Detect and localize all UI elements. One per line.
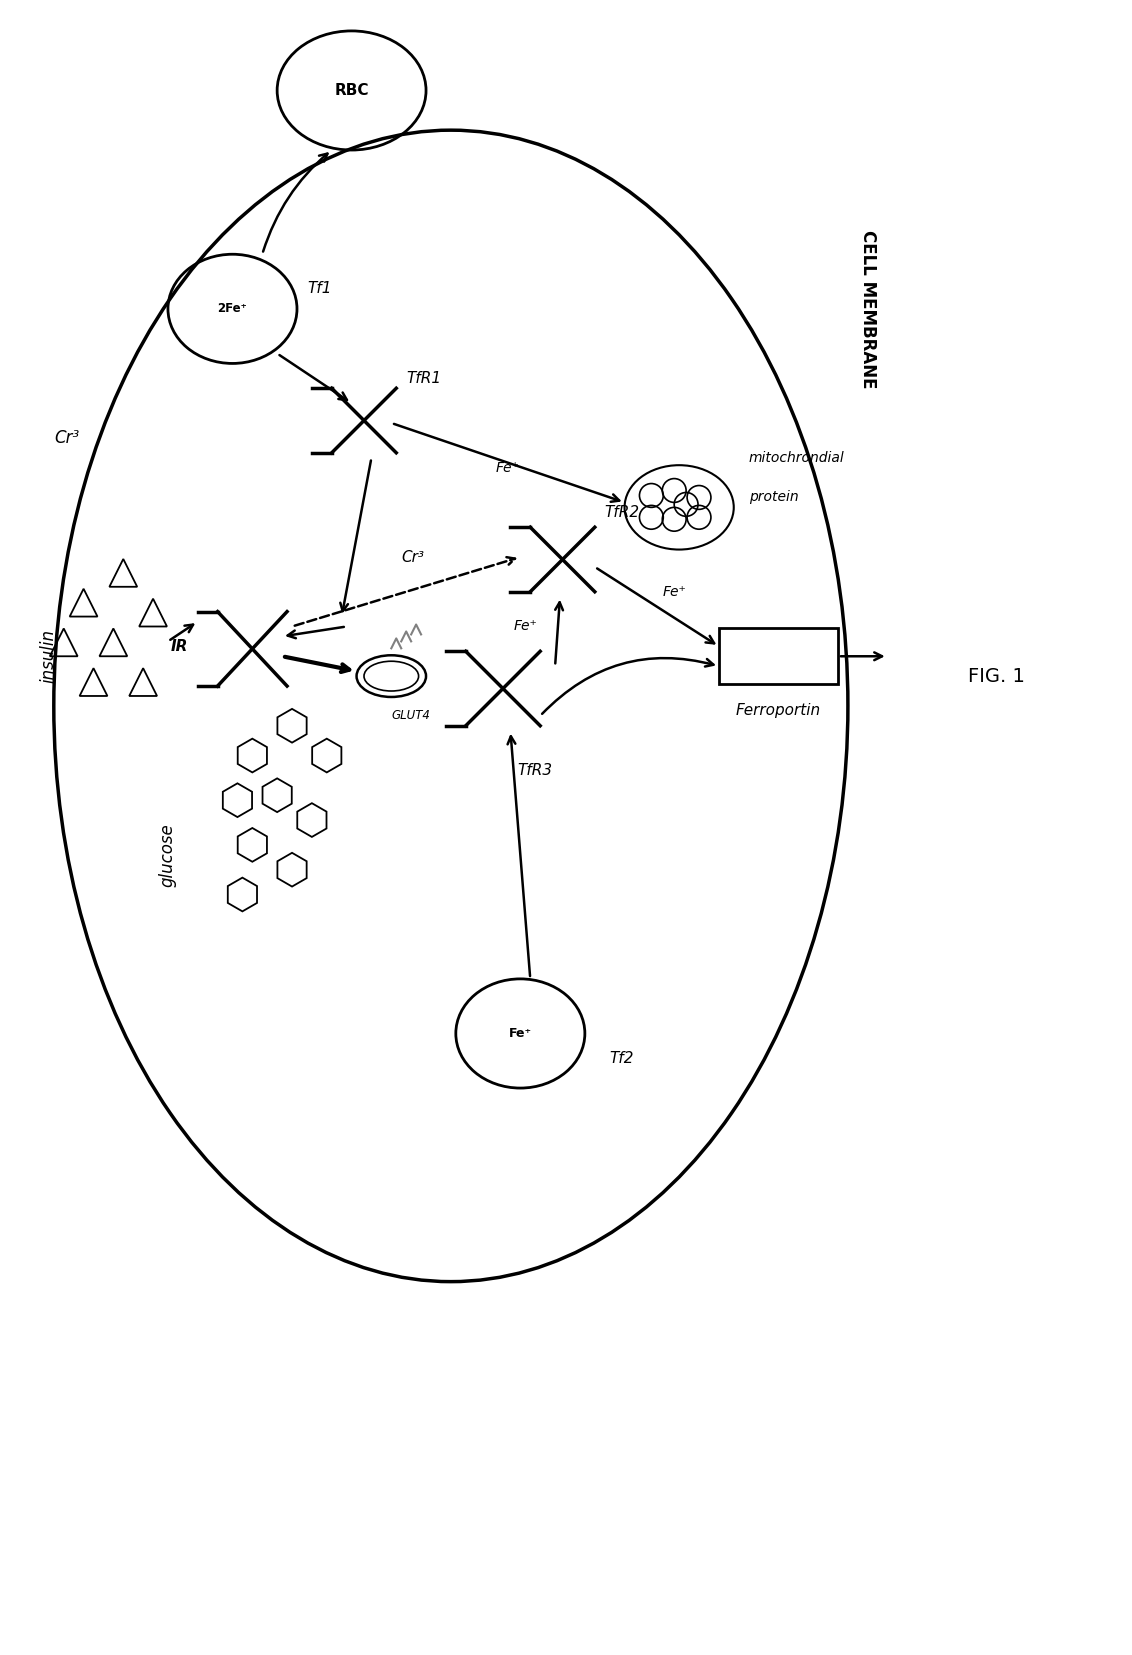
Text: CELL MEMBRANE: CELL MEMBRANE bbox=[859, 230, 877, 387]
Text: TfR2: TfR2 bbox=[604, 505, 640, 520]
Text: Fe⁺: Fe⁺ bbox=[514, 619, 538, 634]
Text: IR: IR bbox=[171, 639, 188, 654]
Text: protein: protein bbox=[748, 490, 798, 505]
Text: GLUT4: GLUT4 bbox=[392, 710, 430, 722]
Text: Ferroportin: Ferroportin bbox=[736, 703, 821, 718]
Text: RBC: RBC bbox=[334, 83, 369, 98]
Text: insulin: insulin bbox=[40, 629, 58, 684]
Text: FIG. 1: FIG. 1 bbox=[968, 667, 1026, 685]
Text: TfR3: TfR3 bbox=[517, 763, 552, 778]
Text: Fe⁺: Fe⁺ bbox=[496, 460, 520, 475]
Text: glucose: glucose bbox=[158, 823, 177, 887]
Text: mitochrondial: mitochrondial bbox=[748, 450, 844, 465]
Text: Tf2: Tf2 bbox=[610, 1051, 634, 1066]
Text: Fe⁺: Fe⁺ bbox=[662, 584, 686, 599]
Text: Tf1: Tf1 bbox=[307, 281, 332, 296]
Text: Cr³: Cr³ bbox=[54, 429, 79, 447]
Text: TfR1: TfR1 bbox=[406, 371, 441, 386]
Text: Cr³: Cr³ bbox=[401, 549, 424, 564]
Text: 2Fe⁺: 2Fe⁺ bbox=[217, 303, 248, 316]
Text: Fe⁺: Fe⁺ bbox=[508, 1028, 532, 1039]
